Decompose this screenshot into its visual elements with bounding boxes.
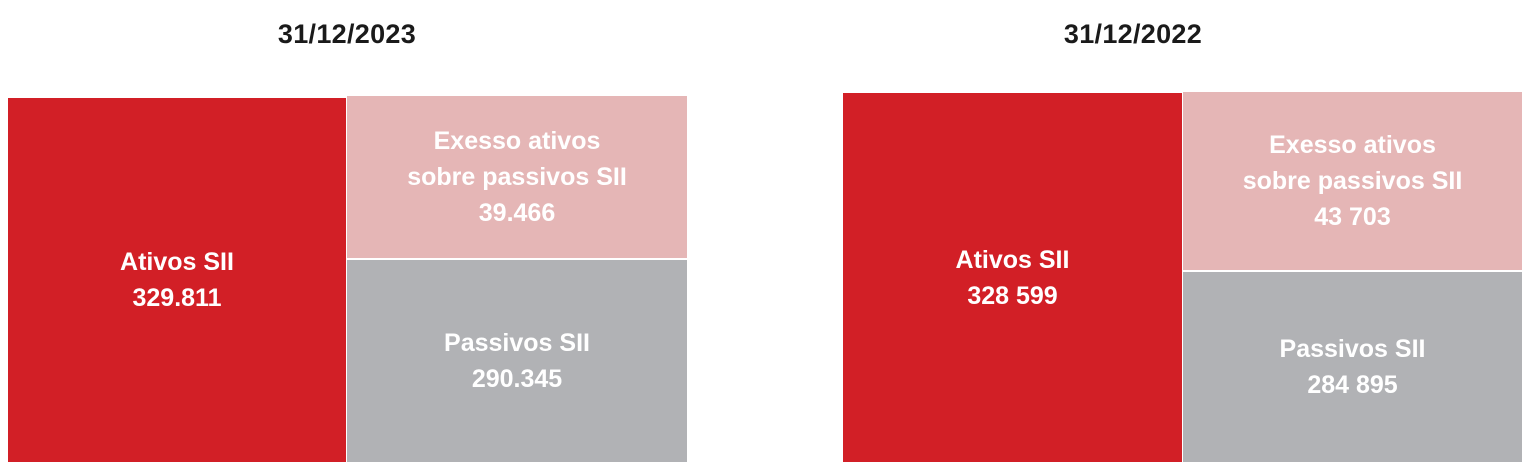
excesso-label-line1-2022: Exesso ativos — [1269, 131, 1436, 159]
excesso-label-line2-2023: sobre passivos SII — [407, 163, 627, 191]
ativos-sii-label-2022: Ativos SII — [955, 245, 1070, 274]
excesso-value-2022: 43 703 — [1314, 203, 1391, 231]
ativos-sii-value-2023: 329.811 — [132, 284, 222, 312]
passivos-sii-label-2022: Passivos SII — [1279, 335, 1426, 363]
chart-title-2023: 31/12/2023 — [277, 19, 417, 49]
ativos-sii-value-2022: 328 599 — [967, 281, 1058, 310]
passivos-sii-block-2023: Passivos SII 290.345 — [347, 260, 687, 462]
passivos-sii-block-2022: Passivos SII 284 895 — [1183, 272, 1522, 462]
excesso-label-line2-2022: sobre passivos SII — [1242, 167, 1463, 195]
excesso-block-2022: Exesso ativos sobre passivos SII 43 703 — [1183, 92, 1522, 270]
ativos-sii-block-2022: Ativos SII 328 599 — [843, 93, 1182, 462]
chart-title-2022: 31/12/2022 — [1063, 19, 1203, 49]
excesso-value-2023: 39.466 — [478, 199, 556, 227]
ativos-sii-label-2023: Ativos SII — [120, 248, 234, 276]
excesso-label-line1-2023: Exesso ativos — [433, 127, 601, 155]
excesso-block-2023: Exesso ativos sobre passivos SII 39.466 — [347, 96, 687, 258]
ativos-sii-block-2023: Ativos SII 329.811 — [8, 98, 346, 462]
passivos-sii-label-2023: Passivos SII — [444, 329, 590, 357]
passivos-sii-value-2022: 284 895 — [1307, 371, 1398, 399]
passivos-sii-value-2023: 290.345 — [471, 365, 563, 393]
